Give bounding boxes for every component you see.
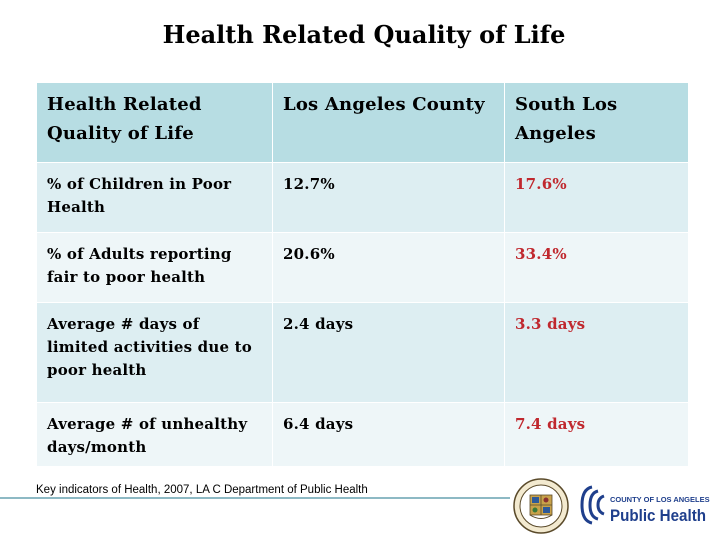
south-la-value: 7.4 days (504, 402, 689, 467)
row-label: % of Children in Poor Health (36, 162, 273, 233)
quality-of-life-table: Health Related Quality of Life Los Angel… (36, 82, 689, 467)
table-row: % of Children in Poor Health 12.7% 17.6% (36, 162, 689, 233)
header-la-county: Los Angeles County (272, 82, 505, 163)
logo-public-health-text: Public Health (610, 506, 706, 525)
table-row: Average # of unhealthy days/month 6.4 da… (36, 402, 689, 467)
table-row: % of Adults reporting fair to poor healt… (36, 232, 689, 303)
county-seal-icon (513, 478, 569, 534)
la-county-value: 12.7% (272, 162, 505, 233)
row-label: % of Adults reporting fair to poor healt… (36, 232, 273, 303)
la-county-value: 6.4 days (272, 402, 505, 467)
la-county-value: 2.4 days (272, 302, 505, 403)
public-health-logo-mark-icon: COUNTY OF LOS ANGELES Public Health (580, 485, 710, 525)
source-note: Key indicators of Health, 2007, LA C Dep… (36, 484, 368, 496)
page-title: Health Related Quality of Life (162, 20, 566, 49)
footer-divider (0, 497, 510, 499)
south-la-value: 3.3 days (504, 302, 689, 403)
table-header-row: Health Related Quality of Life Los Angel… (36, 82, 689, 163)
public-health-logo: COUNTY OF LOS ANGELES Public Health (580, 481, 710, 529)
header-south-la: South Los Angeles (504, 82, 689, 163)
header-measure: Health Related Quality of Life (36, 82, 273, 163)
table-row: Average # days of limited activities due… (36, 302, 689, 403)
logo-county-text: COUNTY OF LOS ANGELES (610, 495, 710, 504)
row-label: Average # of unhealthy days/month (36, 402, 273, 467)
south-la-value: 33.4% (504, 232, 689, 303)
la-county-value: 20.6% (272, 232, 505, 303)
south-la-value: 17.6% (504, 162, 689, 233)
row-label: Average # days of limited activities due… (36, 302, 273, 403)
